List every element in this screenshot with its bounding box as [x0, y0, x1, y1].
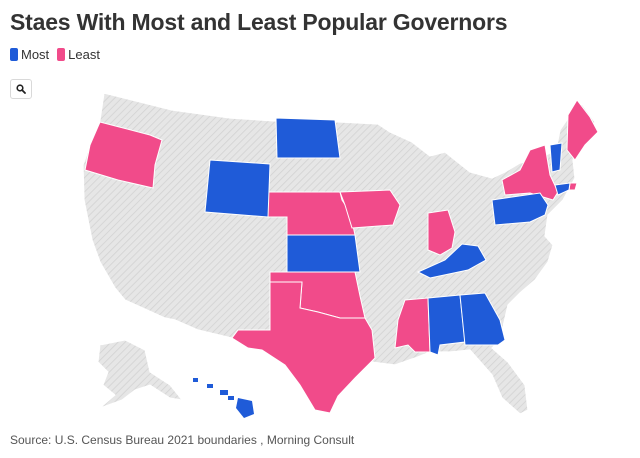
connecticut-state[interactable] — [554, 182, 571, 196]
legend-label-least: Least — [68, 47, 100, 62]
texas-state[interactable] — [231, 281, 376, 414]
search-icon — [16, 84, 26, 94]
north-dakota-state[interactable] — [275, 117, 341, 159]
maine-state[interactable] — [566, 99, 599, 161]
wyoming-state[interactable] — [204, 159, 271, 218]
page-title: Staes With Most and Least Popular Govern… — [10, 9, 508, 35]
legend-item-most[interactable]: Most — [10, 47, 49, 62]
pennsylvania-state[interactable] — [491, 192, 549, 226]
kansas-state[interactable] — [286, 234, 361, 273]
iowa-state[interactable] — [339, 189, 401, 229]
source-note: Source: U.S. Census Bureau 2021 boundari… — [10, 433, 355, 447]
legend-label-most: Most — [21, 47, 50, 62]
zoom-button[interactable] — [10, 79, 32, 99]
legend-swatch-least — [57, 48, 66, 61]
kentucky-state[interactable] — [416, 243, 487, 279]
legend: Most Least — [10, 47, 108, 62]
legend-item-least[interactable]: Least — [57, 47, 100, 62]
oregon-state[interactable] — [84, 121, 163, 189]
vermont-state[interactable] — [549, 142, 563, 173]
alaska-state — [97, 339, 184, 409]
indiana-state[interactable] — [427, 209, 456, 256]
hawaii-state[interactable] — [193, 378, 254, 418]
new-york-state[interactable] — [501, 144, 559, 201]
georgia-state[interactable] — [459, 292, 506, 346]
legend-swatch-most — [10, 48, 18, 61]
